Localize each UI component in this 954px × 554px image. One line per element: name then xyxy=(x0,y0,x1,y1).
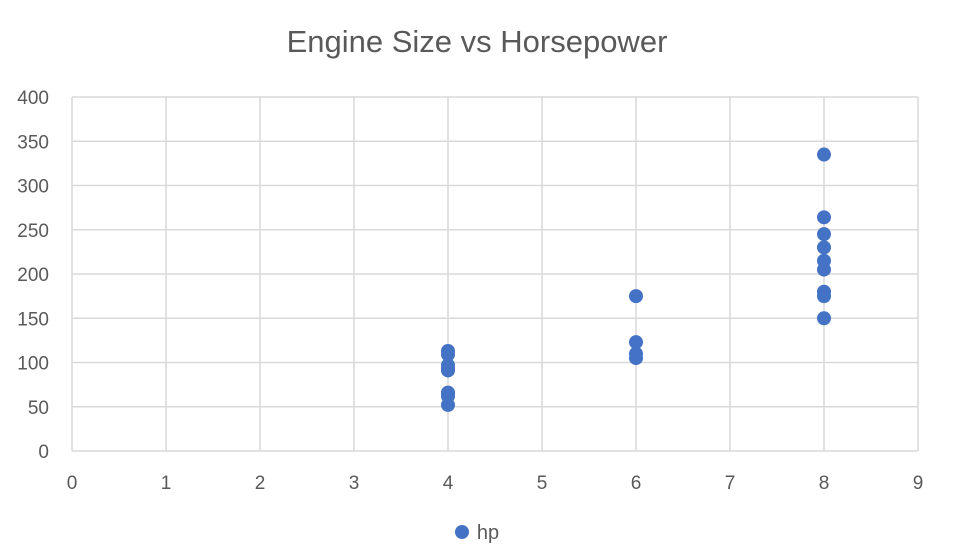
x-tick-label: 7 xyxy=(725,473,736,494)
data-point xyxy=(817,227,831,242)
data-point xyxy=(441,347,455,362)
data-point xyxy=(817,210,831,225)
chart-title: Engine Size vs Horsepower xyxy=(286,24,668,59)
data-point xyxy=(817,289,831,304)
x-tick-label: 4 xyxy=(443,473,454,494)
x-tick-label: 3 xyxy=(349,473,360,494)
y-axis-ticks: 0 50 100 150 200 250 300 350 400 xyxy=(17,88,49,463)
x-tick-label: 8 xyxy=(819,473,830,494)
y-tick-label: 100 xyxy=(17,354,49,375)
scatter-plot: 0 50 100 150 200 250 300 350 400 0 1 2 3 4 5 6 7 8 9 xyxy=(17,88,924,494)
x-tick-label: 1 xyxy=(161,473,172,494)
y-tick-label: 350 xyxy=(17,132,49,153)
x-tick-label: 9 xyxy=(913,473,924,494)
y-tick-label: 300 xyxy=(17,177,49,198)
y-tick-label: 0 xyxy=(38,442,49,463)
x-tick-label: 2 xyxy=(255,473,266,494)
grid-lines xyxy=(71,96,919,452)
y-tick-label: 150 xyxy=(17,309,49,330)
data-point xyxy=(817,240,831,255)
data-point xyxy=(817,311,831,326)
data-point xyxy=(629,335,643,350)
x-tick-label: 6 xyxy=(631,473,642,494)
legend-label-hp: hp xyxy=(476,522,500,544)
x-tick-label: 5 xyxy=(537,473,548,494)
data-point xyxy=(817,147,831,162)
data-point xyxy=(441,397,455,412)
data-point xyxy=(629,289,643,304)
data-point xyxy=(817,262,831,277)
y-tick-label: 200 xyxy=(17,265,49,286)
x-tick-label: 0 xyxy=(67,473,78,494)
data-points xyxy=(441,147,831,412)
legend: hp xyxy=(0,522,954,545)
data-point xyxy=(629,351,643,366)
data-point xyxy=(441,363,455,378)
y-tick-label: 50 xyxy=(28,398,49,419)
y-tick-label: 250 xyxy=(17,221,49,242)
legend-marker-hp xyxy=(454,524,469,539)
y-tick-label: 400 xyxy=(17,88,49,109)
x-axis-ticks: 0 1 2 3 4 5 6 7 8 9 xyxy=(67,473,924,494)
